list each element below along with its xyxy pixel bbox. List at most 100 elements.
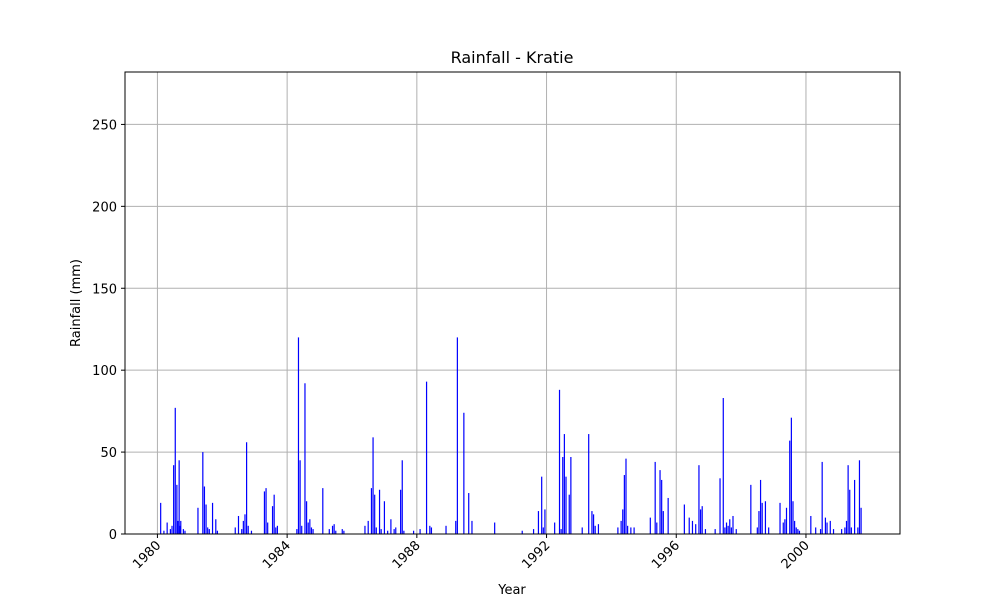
bar — [456, 337, 458, 534]
bar — [203, 486, 206, 534]
bar — [207, 527, 209, 534]
bar — [563, 434, 565, 534]
bar — [854, 479, 856, 534]
bar — [810, 515, 812, 534]
bar — [815, 527, 817, 534]
bar — [591, 511, 593, 534]
bar — [328, 529, 330, 534]
bar — [784, 519, 786, 534]
bar — [841, 529, 843, 534]
bar — [790, 417, 792, 534]
bar — [759, 479, 762, 534]
bar — [375, 527, 377, 534]
bar — [271, 506, 274, 534]
y-tick-label: 0 — [109, 528, 117, 543]
bar — [821, 461, 823, 534]
bar — [727, 525, 729, 534]
bar — [768, 527, 770, 534]
bar — [335, 530, 337, 534]
bar — [179, 525, 181, 534]
bar — [463, 412, 465, 534]
bar — [779, 502, 781, 534]
plot-frame — [124, 71, 901, 535]
bar — [597, 524, 600, 534]
bar — [659, 470, 661, 534]
bar — [275, 527, 277, 534]
bar — [844, 527, 846, 534]
bar — [166, 522, 168, 534]
bar — [331, 525, 334, 534]
bar — [562, 457, 564, 534]
bar — [847, 465, 849, 534]
bar — [724, 527, 726, 534]
bar — [785, 507, 788, 534]
bar — [630, 527, 632, 534]
bar — [581, 527, 583, 534]
bar — [792, 501, 794, 534]
bar — [857, 527, 859, 534]
x-tick-label: 1984 — [260, 538, 294, 572]
bar — [568, 494, 570, 534]
bar — [850, 527, 852, 534]
x-tick-label: 2000 — [779, 538, 813, 572]
chart-title: Rainfall - Kratie — [451, 48, 574, 67]
bar — [560, 529, 562, 534]
x-tick-label: 1996 — [649, 538, 683, 572]
bar — [244, 514, 246, 534]
bar — [662, 511, 664, 534]
bar — [667, 497, 669, 534]
bar — [400, 489, 402, 534]
bar — [305, 501, 308, 534]
bar — [719, 478, 721, 534]
bar — [623, 475, 625, 534]
bar — [683, 504, 685, 534]
bar — [390, 519, 392, 534]
bar — [558, 389, 561, 534]
bar — [276, 525, 279, 534]
y-tick-label: 100 — [92, 364, 117, 379]
bar — [197, 507, 199, 534]
bar — [215, 519, 217, 534]
bar — [494, 522, 496, 534]
bar — [542, 527, 544, 534]
bars — [160, 337, 862, 534]
bar — [177, 520, 179, 534]
bar — [393, 529, 395, 534]
y-tick-label: 200 — [92, 200, 117, 215]
x-axis-title: Year — [497, 583, 526, 598]
bar — [729, 519, 731, 534]
bar — [242, 520, 244, 534]
bar — [829, 520, 831, 534]
bar — [333, 524, 335, 534]
bar — [688, 517, 690, 534]
bar — [299, 460, 301, 534]
bar — [301, 525, 303, 534]
bar — [704, 529, 707, 534]
bar — [241, 529, 243, 534]
bar — [380, 529, 382, 534]
bar — [588, 434, 590, 534]
bar — [756, 527, 758, 534]
bar — [237, 515, 240, 534]
bar — [182, 529, 184, 534]
bar — [247, 525, 249, 534]
bar — [565, 476, 567, 534]
bar — [617, 527, 619, 534]
x-tick-label: 1992 — [519, 538, 553, 572]
y-tick-label: 50 — [100, 446, 117, 461]
bar — [425, 381, 428, 534]
bar — [297, 337, 300, 534]
bar — [795, 527, 797, 534]
bar — [537, 511, 540, 534]
bar — [661, 479, 663, 534]
bar — [622, 509, 624, 534]
bar — [307, 522, 309, 534]
bar — [471, 520, 473, 534]
bar — [343, 530, 345, 534]
bar — [412, 530, 415, 534]
bar — [312, 529, 314, 534]
bar — [695, 524, 697, 534]
y-tick-label: 150 — [92, 282, 117, 297]
bar — [544, 509, 546, 534]
